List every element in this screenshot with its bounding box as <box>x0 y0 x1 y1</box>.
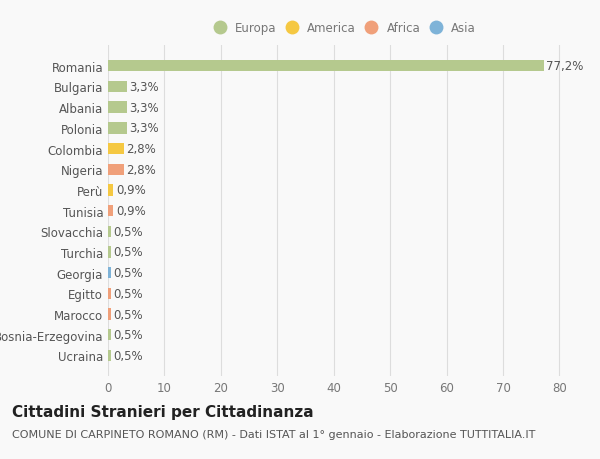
Text: 0,5%: 0,5% <box>113 308 143 321</box>
Legend: Europa, America, Africa, Asia: Europa, America, Africa, Asia <box>211 19 479 39</box>
Bar <box>108 226 111 237</box>
Text: 0,5%: 0,5% <box>113 329 143 341</box>
Text: 0,9%: 0,9% <box>116 184 146 197</box>
Bar <box>108 82 127 93</box>
Text: 3,3%: 3,3% <box>130 101 159 114</box>
Bar <box>108 330 111 341</box>
Bar <box>108 123 127 134</box>
Text: 0,5%: 0,5% <box>113 287 143 300</box>
Text: 0,9%: 0,9% <box>116 205 146 218</box>
Text: 0,5%: 0,5% <box>113 246 143 259</box>
Text: 3,3%: 3,3% <box>130 122 159 135</box>
Text: Cittadini Stranieri per Cittadinanza: Cittadini Stranieri per Cittadinanza <box>12 404 314 419</box>
Text: 3,3%: 3,3% <box>130 81 159 94</box>
Bar <box>108 144 124 155</box>
Text: 77,2%: 77,2% <box>547 60 584 73</box>
Text: COMUNE DI CARPINETO ROMANO (RM) - Dati ISTAT al 1° gennaio - Elaborazione TUTTIT: COMUNE DI CARPINETO ROMANO (RM) - Dati I… <box>12 429 535 439</box>
Bar <box>108 102 127 113</box>
Bar <box>108 268 111 279</box>
Bar <box>108 185 113 196</box>
Text: 2,8%: 2,8% <box>127 163 157 176</box>
Bar <box>108 247 111 258</box>
Bar <box>108 164 124 175</box>
Bar <box>108 309 111 320</box>
Bar <box>108 206 113 217</box>
Bar <box>108 350 111 361</box>
Text: 0,5%: 0,5% <box>113 349 143 362</box>
Text: 2,8%: 2,8% <box>127 143 157 156</box>
Bar <box>108 61 544 72</box>
Bar <box>108 288 111 299</box>
Text: 0,5%: 0,5% <box>113 267 143 280</box>
Text: 0,5%: 0,5% <box>113 225 143 238</box>
